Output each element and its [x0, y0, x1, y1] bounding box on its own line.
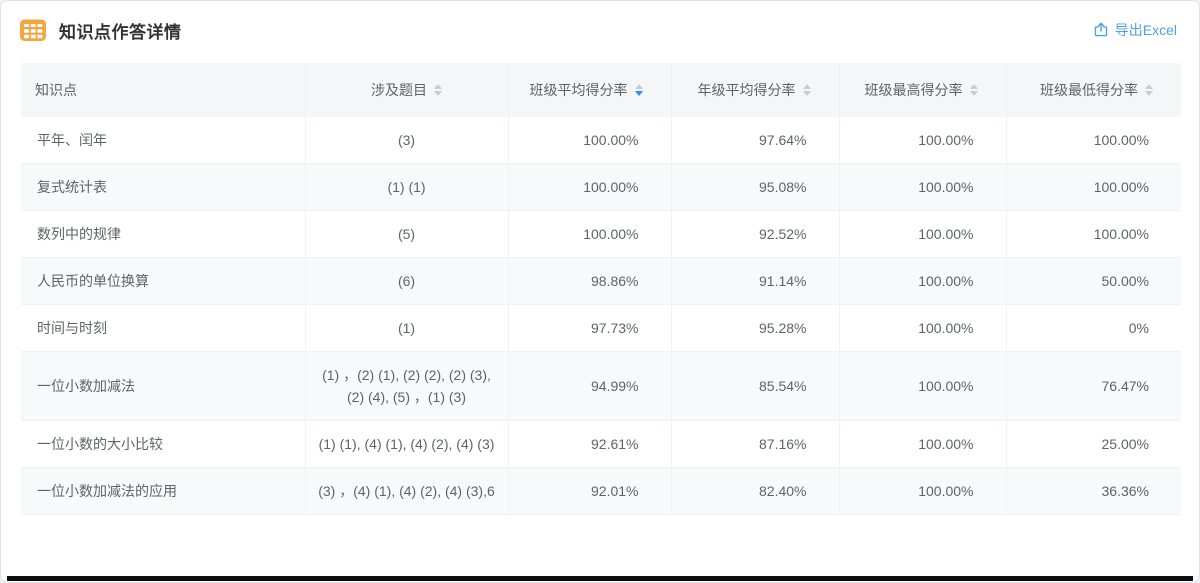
- page-title: 知识点作答详情: [59, 22, 182, 42]
- cell-class-max-rate: 100.00%: [839, 257, 1007, 305]
- cell-questions: (3) ，(4) (1), (4) (2), (4) (3),6: [305, 467, 509, 515]
- cell-class-avg-rate: 100.00%: [508, 163, 672, 211]
- sort-asc-icon: [634, 84, 643, 89]
- sort-desc-icon: [1145, 91, 1153, 96]
- header-bar: 知识点作答详情 导出Excel: [1, 1, 1199, 57]
- column-header[interactable]: 班级最高得分率: [839, 63, 1007, 117]
- sort-asc-icon: [802, 84, 811, 89]
- export-upload-icon: [1093, 22, 1109, 38]
- sort-control[interactable]: [1145, 84, 1153, 96]
- sort-desc-icon: [634, 91, 643, 96]
- column-label: 年级平均得分率: [697, 82, 796, 98]
- cell-knowledge-point: 一位小数加减法的应用: [21, 467, 306, 515]
- column-header[interactable]: 涉及题目: [305, 63, 509, 117]
- window-bottom-edge: [7, 576, 1193, 581]
- table-row: 平年、闰年 (3) 100.00% 97.64% 100.00% 100.00%: [21, 117, 1181, 164]
- cell-class-max-rate: 100.00%: [839, 117, 1007, 164]
- cell-grade-avg-rate: 87.16%: [671, 420, 840, 468]
- cell-class-max-rate: 100.00%: [839, 210, 1007, 258]
- cell-class-avg-rate: 92.01%: [508, 467, 672, 515]
- cell-questions: (1) (1): [305, 163, 509, 211]
- cell-class-max-rate: 100.00%: [839, 351, 1007, 421]
- cell-questions: (5): [305, 210, 509, 258]
- cell-questions: (1) ，(2) (1), (2) (2), (2) (3), (2) (4),…: [305, 351, 509, 421]
- cell-questions: (1): [305, 304, 509, 352]
- cell-class-max-rate: 100.00%: [839, 304, 1007, 352]
- table-body: 平年、闰年 (3) 100.00% 97.64% 100.00% 100.00%…: [21, 117, 1181, 515]
- cell-class-min-rate: 100.00%: [1006, 117, 1181, 164]
- cell-class-avg-rate: 98.86%: [508, 257, 672, 305]
- cell-knowledge-point: 平年、闰年: [21, 117, 306, 164]
- table-row: 一位小数加减法的应用 (3) ，(4) (1), (4) (2), (4) (3…: [21, 467, 1181, 515]
- sort-desc-icon: [802, 91, 811, 96]
- sort-asc-icon: [969, 84, 978, 89]
- cell-class-min-rate: 36.36%: [1006, 467, 1181, 515]
- column-label: 班级平均得分率: [529, 82, 628, 98]
- knowledge-point-table: 知识点 涉及题目 班级平均得分率 年级平均得分率: [21, 63, 1181, 515]
- cell-class-min-rate: 0%: [1006, 304, 1181, 352]
- cell-class-max-rate: 100.00%: [839, 420, 1007, 468]
- column-header[interactable]: 年级平均得分率: [671, 63, 840, 117]
- cell-knowledge-point: 人民币的单位换算: [21, 257, 306, 305]
- sort-control[interactable]: [634, 84, 643, 96]
- export-excel-button[interactable]: 导出Excel: [1093, 20, 1177, 40]
- cell-grade-avg-rate: 91.14%: [671, 257, 840, 305]
- cell-grade-avg-rate: 95.08%: [671, 163, 840, 211]
- cell-class-avg-rate: 97.73%: [508, 304, 672, 352]
- sort-asc-icon: [1145, 84, 1153, 89]
- cell-knowledge-point: 时间与时刻: [21, 304, 306, 352]
- table-row: 数列中的规律 (5) 100.00% 92.52% 100.00% 100.00…: [21, 210, 1181, 258]
- column-label: 知识点: [35, 82, 77, 98]
- cell-questions: (3): [305, 117, 509, 164]
- cell-knowledge-point: 一位小数加减法: [21, 351, 306, 421]
- table-header-row: 知识点 涉及题目 班级平均得分率 年级平均得分率: [21, 63, 1181, 117]
- cell-class-avg-rate: 94.99%: [508, 351, 672, 421]
- cell-knowledge-point: 数列中的规律: [21, 210, 306, 258]
- table-row: 一位小数加减法 (1) ，(2) (1), (2) (2), (2) (3), …: [21, 351, 1181, 421]
- sort-desc-icon: [434, 91, 442, 96]
- column-header[interactable]: 知识点: [21, 63, 306, 117]
- cell-class-min-rate: 100.00%: [1006, 210, 1181, 258]
- cell-class-max-rate: 100.00%: [839, 163, 1007, 211]
- sort-asc-icon: [434, 84, 442, 89]
- export-excel-label: 导出Excel: [1114, 22, 1177, 38]
- cell-grade-avg-rate: 97.64%: [671, 117, 840, 164]
- cell-knowledge-point: 复式统计表: [21, 163, 306, 211]
- sort-control[interactable]: [434, 84, 442, 96]
- cell-class-avg-rate: 100.00%: [508, 210, 672, 258]
- cell-class-max-rate: 100.00%: [839, 467, 1007, 515]
- column-header[interactable]: 班级平均得分率: [508, 63, 672, 117]
- table-row: 时间与时刻 (1) 97.73% 95.28% 100.00% 0%: [21, 304, 1181, 352]
- column-label: 涉及题目: [371, 82, 427, 98]
- table-grid-icon: [19, 16, 47, 44]
- cell-class-min-rate: 25.00%: [1006, 420, 1181, 468]
- sort-desc-icon: [969, 91, 978, 96]
- sort-control[interactable]: [802, 84, 811, 96]
- cell-grade-avg-rate: 92.52%: [671, 210, 840, 258]
- table-row: 人民币的单位换算 (6) 98.86% 91.14% 100.00% 50.00…: [21, 257, 1181, 305]
- cell-grade-avg-rate: 95.28%: [671, 304, 840, 352]
- table-row: 复式统计表 (1) (1) 100.00% 95.08% 100.00% 100…: [21, 163, 1181, 211]
- cell-class-avg-rate: 92.61%: [508, 420, 672, 468]
- cell-questions: (1) (1), (4) (1), (4) (2), (4) (3): [305, 420, 509, 468]
- column-header[interactable]: 班级最低得分率: [1006, 63, 1181, 117]
- column-label: 班级最高得分率: [864, 82, 963, 98]
- cell-class-min-rate: 50.00%: [1006, 257, 1181, 305]
- sort-control[interactable]: [969, 84, 978, 96]
- table-wrap: 知识点 涉及题目 班级平均得分率 年级平均得分率: [1, 57, 1199, 515]
- cell-class-min-rate: 100.00%: [1006, 163, 1181, 211]
- cell-class-min-rate: 76.47%: [1006, 351, 1181, 421]
- cell-knowledge-point: 一位小数的大小比较: [21, 420, 306, 468]
- cell-grade-avg-rate: 82.40%: [671, 467, 840, 515]
- table-row: 一位小数的大小比较 (1) (1), (4) (1), (4) (2), (4)…: [21, 420, 1181, 468]
- cell-questions: (6): [305, 257, 509, 305]
- cell-class-avg-rate: 100.00%: [508, 117, 672, 164]
- column-label: 班级最低得分率: [1040, 82, 1138, 98]
- cell-grade-avg-rate: 85.54%: [671, 351, 840, 421]
- header-left: 知识点作答详情: [19, 16, 182, 44]
